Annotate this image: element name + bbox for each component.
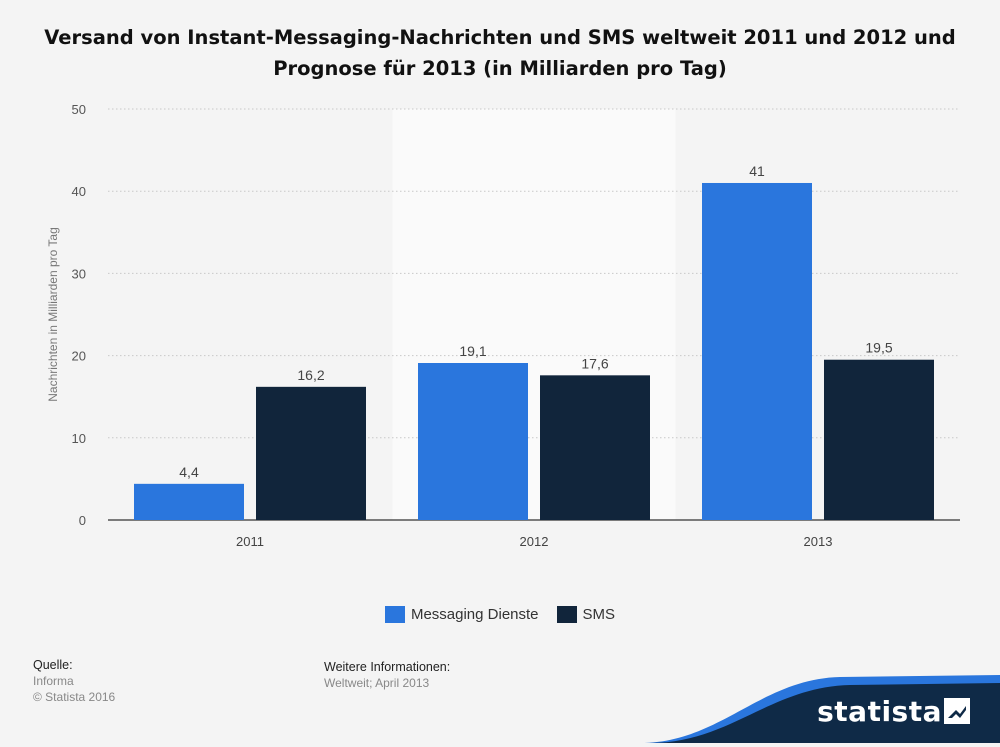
statista-logo-text: statista — [817, 695, 942, 728]
bar-sms-2011[interactable] — [256, 386, 366, 520]
source-line[interactable]: Informa — [33, 674, 74, 688]
x-tick-label: 2011 — [236, 534, 264, 549]
bar-messaging-2011[interactable] — [134, 483, 244, 520]
y-tick-label: 20 — [72, 349, 86, 364]
bar-sms-2013[interactable] — [824, 359, 934, 520]
y-tick-label: 10 — [72, 431, 86, 446]
statista-logo-icon — [944, 698, 970, 724]
bar-sms-2012[interactable] — [540, 375, 650, 520]
legend-item-messaging[interactable]: Messaging Dienste — [384, 606, 539, 623]
legend-label-messaging: Messaging Dienste — [410, 606, 539, 623]
y-tick-label: 0 — [79, 513, 86, 528]
source-block: Quelle: Informa © Statista 2016 — [33, 657, 115, 705]
legend-swatch-sms — [556, 606, 577, 623]
data-label: 4,4 — [179, 464, 199, 480]
legend-item-sms[interactable]: SMS — [556, 606, 616, 623]
data-label: 19,1 — [459, 343, 486, 359]
y-tick-label: 30 — [72, 266, 86, 281]
y-tick-label: 50 — [72, 102, 86, 117]
bar-messaging-2012[interactable] — [418, 362, 528, 520]
y-tick-label: 40 — [72, 184, 86, 199]
legend: Messaging Dienste SMS — [0, 606, 1000, 623]
chart-title: Versand von Instant-Messaging-Nachrichte… — [44, 26, 956, 80]
legend-swatch-messaging — [384, 606, 405, 623]
statista-brand[interactable]: statista — [640, 671, 1000, 743]
y-axis-label: Nachrichten in Milliarden pro Tag — [46, 227, 60, 402]
bar-chart: 0 10 20 30 40 50 Nachrichten in Milliarden pro… — [46, 102, 960, 549]
info-block: Weitere Informationen: Weltweit; April 2… — [324, 659, 450, 691]
data-label: 19,5 — [865, 340, 892, 356]
data-label: 41 — [749, 163, 765, 179]
info-line: Weltweit; April 2013 — [324, 676, 430, 690]
bar-messaging-2013[interactable] — [702, 182, 812, 521]
source-label: Quelle: — [33, 658, 73, 672]
info-label: Weitere Informationen: — [324, 660, 451, 674]
x-tick-label: 2012 — [520, 534, 549, 549]
data-label: 16,2 — [297, 367, 324, 383]
legend-label-sms: SMS — [582, 606, 616, 623]
data-label: 17,6 — [581, 355, 608, 371]
brand-wave — [640, 675, 1000, 743]
x-tick-label: 2013 — [804, 534, 833, 549]
copyright-line: © Statista 2016 — [33, 690, 116, 704]
